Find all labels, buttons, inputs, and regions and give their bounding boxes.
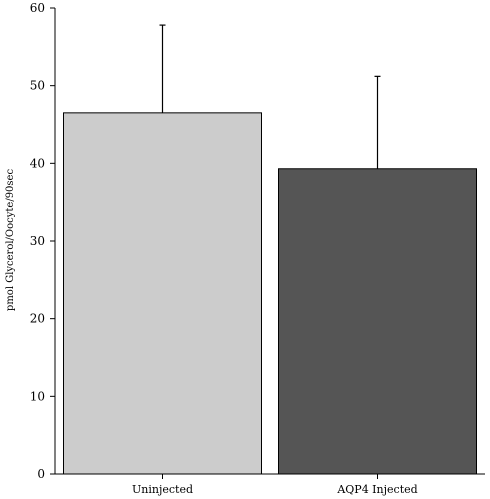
y-axis-label: pmol Glycerol/Oocyte/90sec	[5, 169, 16, 312]
bar-1	[278, 168, 477, 475]
error-bars	[159, 24, 381, 169]
y-tick-label: 0	[37, 467, 45, 481]
category-label-0: Uninjected	[132, 483, 193, 496]
y-tick-label: 60	[30, 1, 45, 15]
y-tick-label: 30	[30, 234, 45, 248]
bar-0	[63, 112, 262, 475]
bars	[63, 112, 477, 475]
y-tick-label: 20	[30, 312, 45, 326]
y-tick-label: 50	[30, 79, 45, 93]
y-tick-label: 10	[30, 389, 45, 403]
category-label-1: AQP4 Injected	[336, 483, 417, 496]
y-tick-label: 40	[30, 156, 45, 170]
labels: 0 10 20 30 40 50 60 Uninjected AQP4 Injected	[30, 1, 418, 496]
